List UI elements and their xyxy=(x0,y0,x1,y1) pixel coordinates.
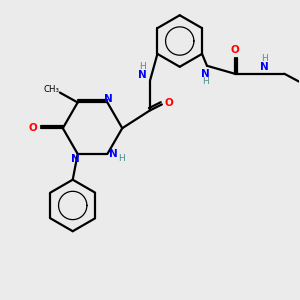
Text: H: H xyxy=(202,77,208,86)
Text: O: O xyxy=(29,123,38,133)
Text: O: O xyxy=(164,98,173,108)
Text: N: N xyxy=(138,70,146,80)
Text: H: H xyxy=(261,54,268,63)
Text: N: N xyxy=(201,69,209,79)
Text: N: N xyxy=(104,94,113,103)
Text: N: N xyxy=(71,154,80,164)
Text: H: H xyxy=(139,62,145,71)
Text: CH₃: CH₃ xyxy=(44,85,60,94)
Text: H: H xyxy=(118,154,124,164)
Text: N: N xyxy=(109,149,118,159)
Text: O: O xyxy=(230,45,239,55)
Text: N: N xyxy=(260,62,269,72)
